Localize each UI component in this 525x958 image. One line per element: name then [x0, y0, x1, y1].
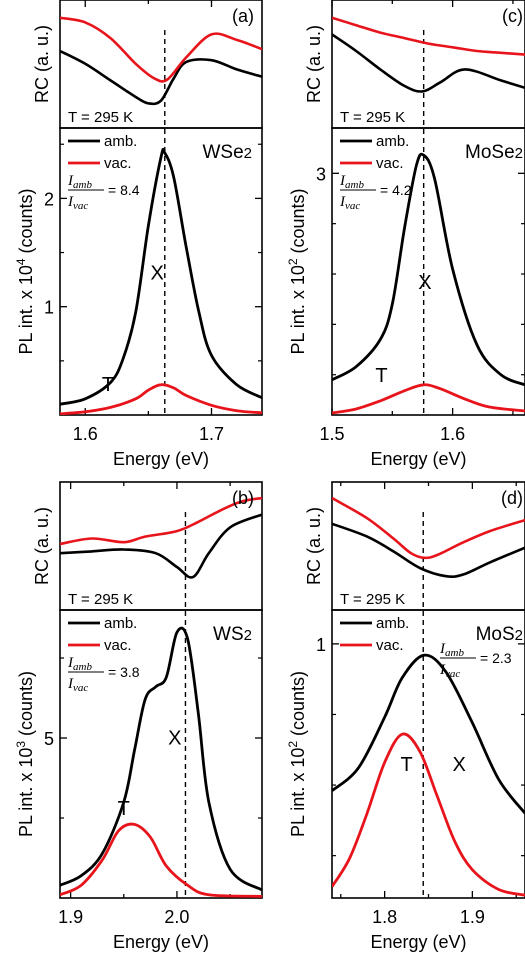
x-tick-label: 1.8: [372, 907, 397, 927]
panel-d: 1.8 1.9 Energy (eV) 1 RC (a. u.) PL int. x 10…: [286, 481, 525, 952]
ratio-value: = 4.2: [380, 182, 412, 198]
ratio-denominator: Ivac: [339, 194, 360, 212]
trion-label: T: [118, 798, 130, 820]
material-label: WS2: [213, 624, 252, 645]
exciton-label: X: [453, 754, 466, 776]
rc-y-axis-label: RC (a. u.): [304, 507, 324, 585]
exciton-label: X: [168, 727, 181, 749]
panel-label: (d): [501, 488, 523, 508]
trion-label: T: [375, 365, 387, 387]
pl-curve-amb: [60, 147, 262, 406]
material-label: MoS2: [476, 624, 523, 645]
rc-curve-vac: [332, 496, 525, 560]
ratio-numerator: Iamb: [67, 173, 92, 191]
pl-y-axis-label: PL int. x 102 (counts): [286, 188, 308, 354]
rc-y-axis-label: RC (a. u.): [32, 507, 52, 585]
legend-label-amb: amb.: [104, 133, 137, 150]
intensity-ratio: Iamb Ivac = 2.3: [439, 641, 512, 680]
pl-curve-amb: [332, 152, 525, 387]
pl-curve-amb: [60, 626, 262, 892]
pl-curve-vac: [60, 822, 262, 898]
x-tick-label: 1.9: [58, 907, 83, 927]
rc-curve-vac: [60, 16, 262, 83]
ratio-denominator: Ivac: [67, 676, 88, 694]
rc-curve-amb: [332, 522, 525, 579]
panel-a: 1.6 1.7 Energy (eV) 1 2 RC (a. u.) PL int. x 1…: [14, 0, 263, 469]
ratio-denominator: Ivac: [439, 662, 460, 680]
panel-c: 1.5 1.6 Energy (eV) 3 RC (a. u.) PL int. x 10…: [286, 0, 525, 469]
rc-curve-amb: [60, 49, 262, 106]
x-axis-label: Energy (eV): [370, 449, 466, 469]
rc-y-axis-label: RC (a. u.): [304, 25, 324, 103]
pl-curve-vac: [60, 383, 262, 415]
ratio-numerator: Iamb: [439, 641, 464, 659]
y-tick-label: 5: [44, 729, 54, 749]
legend-label-amb: amb.: [104, 615, 137, 632]
x-tick-label: 1.5: [319, 424, 344, 444]
pl-y-axis-label: PL int. x 104 (counts): [14, 188, 36, 354]
panel-label: (c): [502, 6, 523, 26]
ratio-numerator: Iamb: [339, 173, 364, 191]
ratio-numerator: Iamb: [67, 655, 92, 673]
trion-label: T: [400, 754, 412, 776]
temperature-label: T = 295 K: [340, 109, 405, 126]
rc-curve-amb: [332, 33, 525, 93]
legend-label-vac: vac.: [376, 637, 404, 654]
pl-frame: [59, 609, 263, 899]
panel-label: (a): [232, 6, 254, 26]
rc-curve-vac: [332, 16, 525, 56]
rc-curve-amb: [60, 513, 262, 579]
y-tick-label: 1: [44, 298, 54, 318]
ratio-value: = 8.4: [108, 182, 140, 198]
legend-label-vac: vac.: [104, 155, 132, 172]
legend-label-amb: amb.: [376, 133, 409, 150]
panel-label: (b): [232, 488, 254, 508]
legend-label-amb: amb.: [376, 615, 409, 632]
pl-frame: [59, 127, 263, 416]
trion-label: T: [102, 374, 114, 396]
temperature-label: T = 295 K: [340, 591, 405, 608]
ratio-value: = 2.3: [480, 650, 512, 666]
pl-y-axis-label: PL int. x 102 (counts): [286, 671, 308, 837]
x-tick-label: 1.9: [460, 907, 485, 927]
intensity-ratio: Iamb Ivac = 8.4: [67, 173, 140, 212]
intensity-ratio: Iamb Ivac = 3.8: [67, 655, 140, 694]
pl-curve-amb: [332, 653, 525, 815]
exciton-label: X: [418, 272, 431, 294]
material-label: WSe2: [202, 142, 252, 163]
ratio-denominator: Ivac: [67, 194, 88, 212]
legend-label-vac: vac.: [104, 637, 132, 654]
x-tick-label: 1.6: [73, 424, 98, 444]
intensity-ratio: Iamb Ivac = 4.2: [339, 173, 412, 212]
x-tick-label: 2.0: [164, 907, 189, 927]
y-tick-label: 2: [44, 189, 54, 209]
temperature-label: T = 295 K: [68, 591, 133, 608]
pl-y-axis-label: PL int. x 103 (counts): [14, 671, 36, 837]
rc-y-axis-label: RC (a. u.): [32, 25, 52, 103]
x-axis-label: Energy (eV): [113, 932, 209, 952]
y-tick-label: 3: [316, 164, 326, 184]
x-axis-label: Energy (eV): [113, 449, 209, 469]
y-tick-label: 1: [316, 635, 326, 655]
material-label: MoSe2: [465, 142, 523, 163]
rc-curve-vac: [60, 496, 262, 546]
panel-b: 1.9 2.0 Energy (eV) 5 RC (a. u.) PL int. x 10…: [14, 481, 263, 952]
ratio-value: = 3.8: [108, 664, 140, 680]
x-tick-label: 1.6: [440, 424, 465, 444]
temperature-label: T = 295 K: [68, 109, 133, 126]
pl-frame: [331, 127, 525, 416]
x-tick-label: 1.7: [199, 424, 224, 444]
legend-label-vac: vac.: [376, 155, 404, 172]
x-axis-label: Energy (eV): [370, 932, 466, 952]
pl-curve-vac: [332, 383, 525, 415]
exciton-label: X: [151, 263, 164, 285]
pl-curve-vac: [332, 732, 525, 897]
